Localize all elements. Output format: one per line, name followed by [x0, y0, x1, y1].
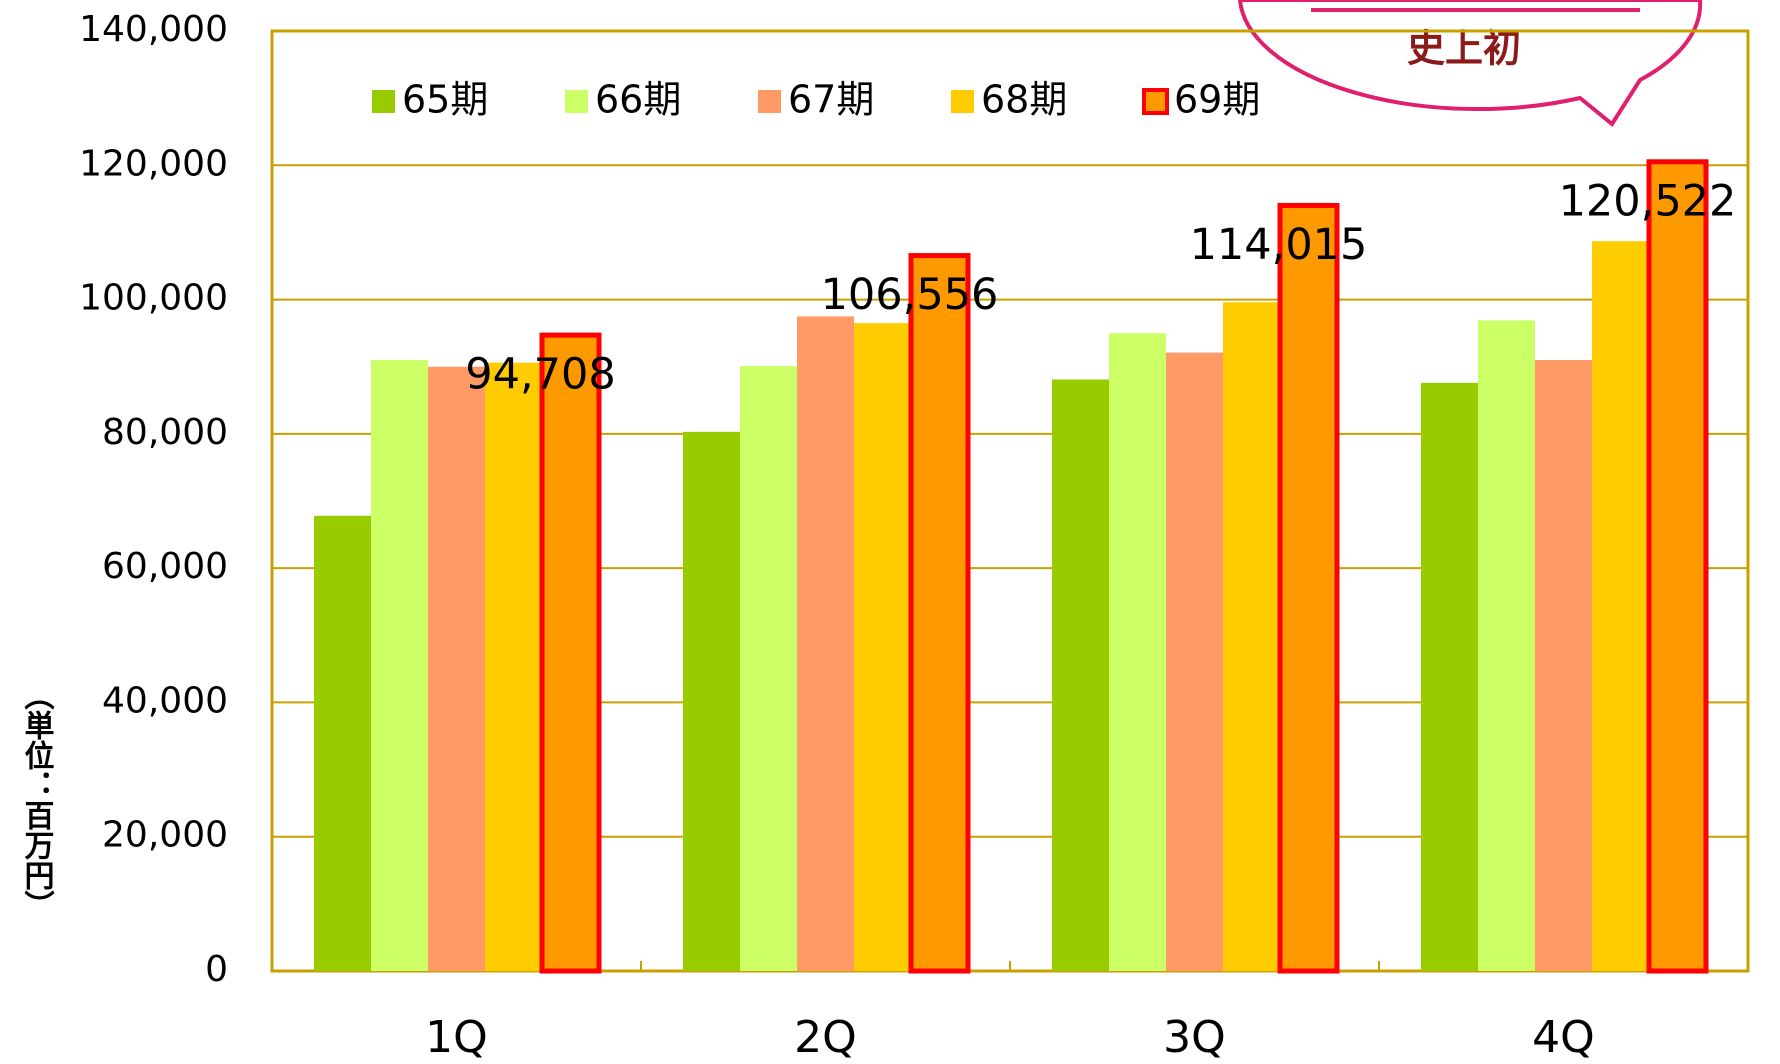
bar [854, 323, 911, 972]
bar [1052, 379, 1109, 971]
annotation: 史上初 [1407, 27, 1521, 71]
y-axis-label: （単位：百万円） [19, 680, 55, 920]
bar [683, 431, 740, 971]
value-label: 114,015 [1190, 220, 1368, 270]
bar [1223, 302, 1280, 971]
bar [314, 515, 371, 971]
y-tick-label: 140,000 [79, 9, 228, 50]
legend-swatch [372, 90, 395, 113]
bar [1478, 320, 1535, 971]
x-tick-label: 4Q [1532, 1012, 1595, 1063]
bar [371, 360, 428, 971]
y-tick-label: 100,000 [79, 278, 228, 319]
legend-swatch [951, 90, 974, 113]
legend-label: 68期 [981, 78, 1067, 122]
legend-swatch [1142, 88, 1169, 115]
value-label: 120,522 [1559, 176, 1737, 226]
legend-label: 65期 [402, 78, 488, 122]
bar [908, 253, 971, 974]
legend-swatch [565, 90, 588, 113]
bar [740, 366, 797, 971]
legend-label: 69期 [1174, 78, 1260, 122]
legend-swatch [758, 90, 781, 113]
bar [1166, 352, 1223, 972]
legend-label: 67期 [788, 78, 874, 122]
y-tick-label: 80,000 [102, 412, 228, 453]
bar [539, 332, 602, 974]
bar [428, 366, 485, 971]
x-tick-label: 1Q [425, 1012, 488, 1063]
x-tick-label: 2Q [794, 1012, 857, 1063]
bar [1421, 382, 1478, 971]
y-tick-label: 60,000 [102, 546, 228, 587]
bar [1646, 159, 1709, 974]
bar [1277, 202, 1340, 974]
bar [797, 316, 854, 971]
bar [1109, 333, 1166, 972]
bar [485, 362, 542, 972]
legend-label: 66期 [595, 78, 681, 122]
y-tick-label: 20,000 [102, 815, 228, 856]
bar [1592, 241, 1649, 971]
x-tick-label: 3Q [1163, 1012, 1226, 1063]
bar [1535, 360, 1592, 971]
y-tick-label: 40,000 [102, 680, 228, 721]
y-tick-label: 0 [205, 949, 228, 990]
value-label: 94,708 [465, 350, 615, 400]
value-label: 106,556 [821, 270, 999, 320]
y-tick-label: 120,000 [79, 143, 228, 184]
